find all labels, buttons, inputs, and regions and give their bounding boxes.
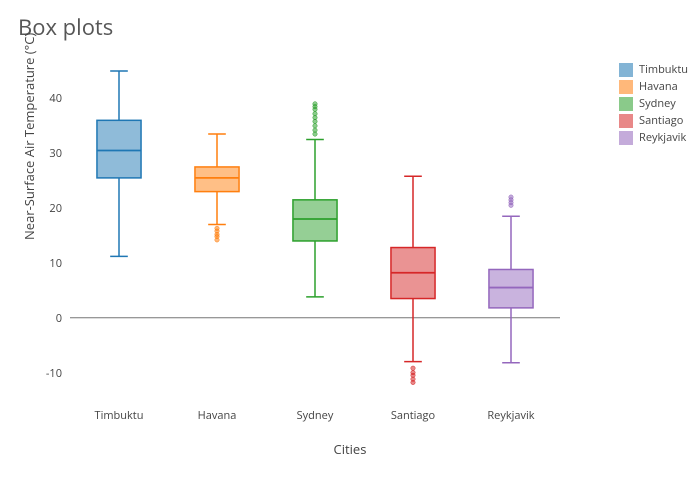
y-tick-label: 10 xyxy=(49,256,62,271)
x-tick-label: Reykjavik xyxy=(471,408,551,423)
legend-item[interactable]: Reykjavik xyxy=(619,130,688,145)
y-tick-label: 30 xyxy=(49,146,62,161)
legend-item[interactable]: Timbuktu xyxy=(619,62,688,77)
y-tick-label: 0 xyxy=(56,311,62,326)
y-tick-label: -10 xyxy=(46,366,62,381)
legend: Timbuktu Havana Sydney Santiago Reykjavik xyxy=(619,62,688,147)
y-axis-label: Near-Surface Air Temperature (°C) xyxy=(20,33,38,240)
x-tick-label: Santiago xyxy=(373,408,453,423)
legend-label: Havana xyxy=(639,79,678,94)
legend-swatch xyxy=(619,80,633,94)
boxplot-chart xyxy=(70,60,560,400)
y-tick-label: 40 xyxy=(49,91,62,106)
legend-item[interactable]: Santiago xyxy=(619,113,688,128)
y-tick-label: 20 xyxy=(49,201,62,216)
legend-swatch xyxy=(619,131,633,145)
legend-label: Reykjavik xyxy=(639,130,686,145)
legend-swatch xyxy=(619,114,633,128)
legend-label: Timbuktu xyxy=(639,62,688,77)
legend-label: Sydney xyxy=(639,96,676,111)
legend-item[interactable]: Sydney xyxy=(619,96,688,111)
legend-item[interactable]: Havana xyxy=(619,79,688,94)
x-tick-label: Sydney xyxy=(275,408,355,423)
legend-swatch xyxy=(619,63,633,77)
x-tick-label: Timbuktu xyxy=(79,408,159,423)
x-tick-label: Havana xyxy=(177,408,257,423)
x-axis-label: Cities xyxy=(0,440,700,458)
legend-swatch xyxy=(619,97,633,111)
legend-label: Santiago xyxy=(639,113,683,128)
